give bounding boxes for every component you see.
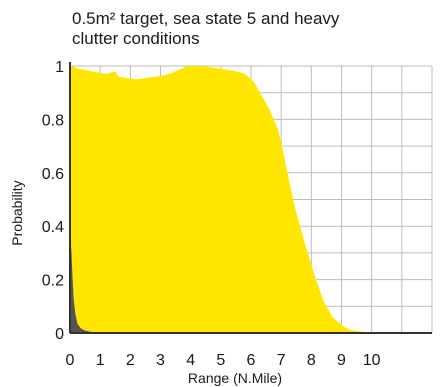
x-tick-label: 1 — [96, 352, 105, 369]
x-tick-label: 5 — [216, 352, 225, 369]
series-area-detection — [70, 66, 432, 333]
tick-labels: 0 1 2 3 4 5 6 7 8 9 10 0 0.2 0.4 0.6 0.8 1 — [42, 59, 381, 369]
series-area-group — [70, 66, 432, 333]
y-tick-label: 0.8 — [42, 112, 64, 129]
x-tick-label: 0 — [66, 352, 75, 369]
x-tick-label: 3 — [156, 352, 165, 369]
x-tick-label: 10 — [363, 352, 381, 369]
x-tick-label: 2 — [126, 352, 135, 369]
chart-title-line-2: clutter conditions — [72, 29, 200, 48]
x-tick-label: 8 — [307, 352, 316, 369]
x-tick-label: 9 — [337, 352, 346, 369]
x-tick-label: 6 — [247, 352, 256, 369]
x-tick-label: 4 — [186, 352, 195, 369]
y-tick-label: 0.6 — [42, 166, 64, 183]
y-tick-label: 0.4 — [42, 219, 64, 236]
x-axis-label: Range (N.Mile) — [188, 370, 282, 386]
y-tick-label: 1 — [55, 59, 64, 76]
y-tick-label: 0.2 — [42, 273, 64, 290]
chart-title-line-1: 0.5m² target, sea state 5 and heavy — [72, 9, 340, 28]
y-axis-label: Probability — [9, 180, 25, 245]
axes — [69, 62, 432, 334]
y-tick-label: 0 — [55, 326, 64, 343]
x-tick-label: 7 — [277, 352, 286, 369]
